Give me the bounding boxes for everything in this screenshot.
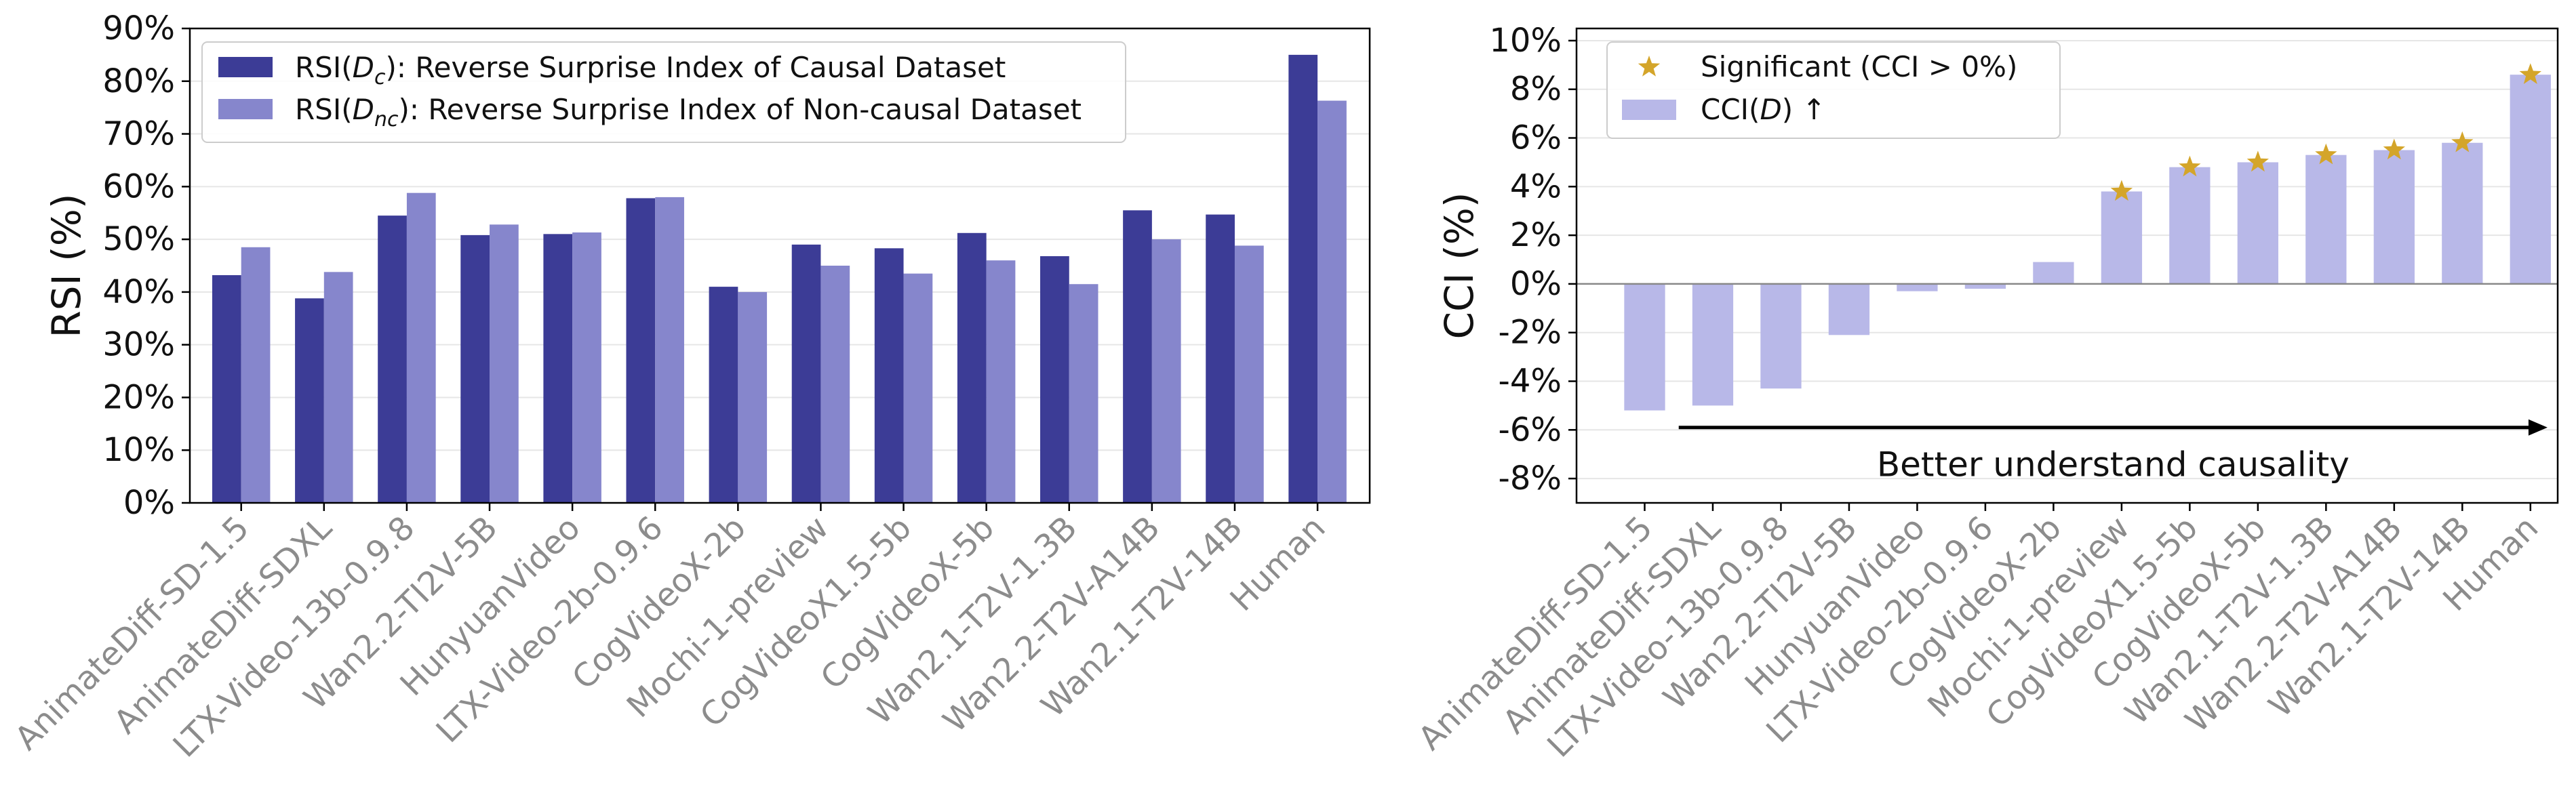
rsi-legend-swatch-causal [218,57,273,77]
cci-bar [1760,283,1802,389]
cci-legend-frame [1606,41,2061,139]
rsi-chart: 0% 10% 20% 30% 40% 50% 60% 70% 80% 90% AnimateDif… [7,9,1371,765]
rsi-bar-causal [1040,256,1069,503]
cci-y-tick-label: 2% [1510,216,1562,254]
rsi-bar-causal [709,287,738,503]
rsi-bar-noncausal [655,197,684,503]
significance-star-icon [2519,63,2541,84]
rsi-bar-causal [791,244,821,503]
cci-y-tick-label: -8% [1499,459,1562,497]
cci-legend-swatch [1622,100,1676,120]
rsi-bar-causal [626,198,656,503]
cci-bar [2101,191,2143,284]
rsi-y-tick-label: 10% [102,431,175,469]
rsi-legend-swatch-noncausal [218,99,273,119]
significance-star-icon [2110,180,2133,201]
significance-star-icon [2246,150,2269,172]
cci-y-tick-label: 4% [1510,167,1562,205]
rsi-bar-causal [378,216,407,503]
cci-bar [1964,283,2006,289]
cci-bar [2510,75,2551,284]
rsi-bar-causal [1288,54,1318,503]
cci-y-tick-label: 10% [1489,22,1562,60]
rsi-bar-causal [874,248,904,503]
cci-bar [1897,283,1938,291]
arrow-head [2528,419,2548,436]
legend-star-icon [1638,56,1661,77]
cci-y-tick-label: -6% [1499,411,1562,449]
cci-significance-stars [2110,63,2541,201]
rsi-bar-causal [1206,214,1235,503]
rsi-y-tick-label: 0% [123,484,175,522]
significance-star-icon [2383,138,2405,160]
cci-bar [1828,283,1870,335]
cci-bar [2169,167,2211,284]
rsi-y-tick-label: 90% [102,9,175,47]
rsi-bar-noncausal [490,224,519,503]
cci-bar [2033,262,2074,284]
rsi-bar-causal [1123,210,1152,503]
rsi-bar-noncausal [1151,239,1181,503]
rsi-legend: RSI(Dc): Reverse Surprise Index of Causa… [201,41,1126,143]
causality-annotation: Better understand causality [1877,445,2350,485]
rsi-bar-noncausal [1234,245,1264,503]
cci-x-axis-ticks: AnimateDiff-SD-1.5AnimateDiff-SDXLLTX-Vi… [1411,503,2545,765]
rsi-bar-causal [295,298,324,503]
cci-y-tick-label: 8% [1510,70,1562,108]
rsi-y-axis-ticks: 0% 10% 20% 30% 40% 50% 60% 70% 80% 90% [102,9,190,522]
cci-legend-label-significant: Significant (CCI > 0%) [1701,50,2017,83]
rsi-bar-noncausal [1317,100,1347,504]
cci-y-axis-label: CCI (%) [1436,192,1482,340]
rsi-bar-noncausal [1069,284,1098,503]
rsi-y-axis-label: RSI (%) [43,193,90,338]
rsi-legend-label-noncausal: RSI(Dnc): Reverse Surprise Index of Non-… [295,93,1082,131]
cci-y-tick-label: -4% [1499,363,1562,401]
rsi-bar-noncausal [241,247,271,503]
rsi-y-tick-label: 30% [102,326,175,364]
rsi-legend-frame [201,41,1126,143]
rsi-plot-frame [189,27,1371,504]
cci-legend-label-cci: CCI(D) ↑ [1701,93,1826,126]
rsi-bar-noncausal [986,260,1016,503]
significance-star-icon [2451,131,2474,152]
cci-plot-frame [1575,27,2559,504]
significance-star-icon [2179,155,2201,177]
rsi-y-tick-label: 20% [102,378,175,416]
rsi-bar-noncausal [903,273,933,503]
rsi-y-tick-label: 80% [102,62,175,100]
rsi-legend-label-causal: RSI(Dc): Reverse Surprise Index of Causa… [295,51,1006,89]
cci-y-tick-label: -2% [1499,314,1562,352]
cci-bars [1624,75,2551,411]
rsi-bars [212,54,1347,504]
cci-chart: -8% -6% -4% -2% 0% 2% 4% 6% 8% 10% AnimateDiff-SD… [1411,22,2559,765]
cci-y-axis-ticks: -8% -6% -4% -2% 0% 2% 4% 6% 8% 10% [1489,22,1577,497]
cci-legend: Significant (CCI > 0%) CCI(D) ↑ [1606,41,2061,139]
causality-arrow [1678,419,2548,436]
rsi-bar-noncausal [738,291,768,503]
rsi-bar-causal [543,234,573,503]
rsi-bar-noncausal [572,232,601,503]
rsi-bar-causal [212,275,241,503]
rsi-y-tick-label: 50% [102,220,175,258]
rsi-y-tick-label: 40% [102,273,175,311]
rsi-bar-noncausal [406,192,436,503]
significance-star-icon [2315,143,2337,165]
cci-bar [2305,155,2347,284]
rsi-x-axis-ticks: AnimateDiff-SD-1.5AnimateDiff-SDXLLTX-Vi… [7,503,1333,765]
cci-bar [2237,162,2279,284]
cci-y-tick-label: 0% [1510,265,1562,303]
rsi-y-tick-label: 70% [102,115,175,153]
cci-bar [2442,142,2483,284]
rsi-bar-noncausal [820,266,850,503]
cci-bar [2373,150,2415,284]
rsi-bar-causal [460,234,490,503]
rsi-bar-causal [957,232,987,503]
cci-bar [1692,283,1734,406]
rsi-y-tick-label: 60% [102,167,175,205]
cci-bar [1624,283,1665,411]
cci-y-tick-label: 6% [1510,119,1562,157]
rsi-bar-noncausal [323,272,353,503]
